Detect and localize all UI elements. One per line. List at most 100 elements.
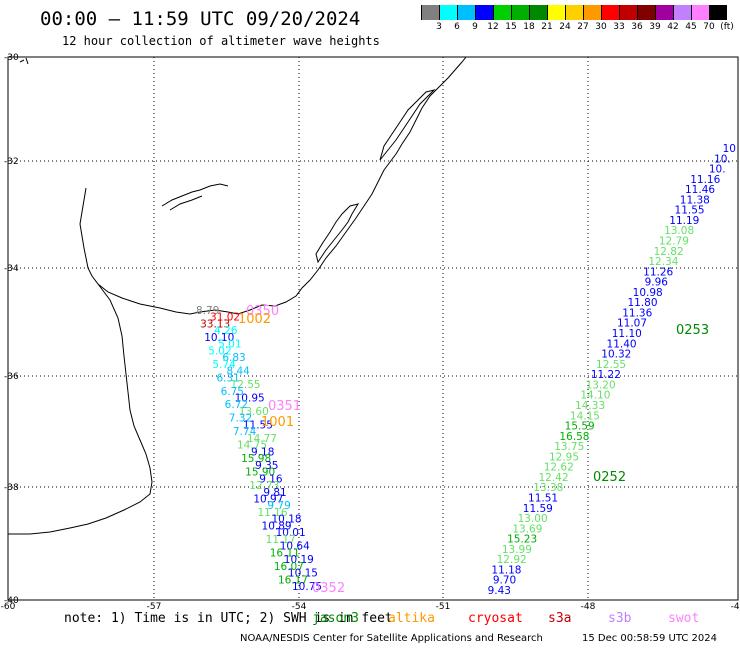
wave-height-value: 14.15 <box>570 410 600 422</box>
satellite-name: s3b <box>608 611 632 626</box>
wave-height-value: 11.80 <box>627 297 657 309</box>
legend-swatch <box>493 5 511 20</box>
wave-height-value: 12.73 <box>249 480 279 492</box>
wave-height-value: 11.59 <box>523 503 553 515</box>
legend-label: (ft) <box>720 22 734 32</box>
legend-label: 45 <box>685 22 697 32</box>
wave-height-value: 11.36 <box>622 307 652 319</box>
lon-label: -60 <box>1 602 16 610</box>
wave-height-value: 10.19 <box>284 554 314 566</box>
wave-height-value: 6.31 <box>216 372 239 384</box>
wave-height-value: 10.15 <box>288 568 318 580</box>
wave-height-value: 15.23 <box>507 534 537 546</box>
wave-height-value: 10.95 <box>235 393 265 405</box>
wave-height-value: 16.58 <box>559 431 589 443</box>
legend-label: 36 <box>631 22 643 32</box>
wave-height-value: 31.02 <box>210 312 240 324</box>
legend-label: 21 <box>541 22 553 32</box>
wave-height-value: 11.18 <box>491 564 521 576</box>
wave-height-value: 11.16 <box>690 174 720 186</box>
wave-height-value: 12.34 <box>648 256 678 268</box>
satellite-name: cryosat <box>468 611 523 626</box>
lagoon-outline <box>315 203 360 264</box>
wave-height-value: 12.82 <box>654 246 684 258</box>
map-subtitle: 12 hour collection of altimeter wave hei… <box>62 34 380 48</box>
wave-height-value: 15.59 <box>565 421 595 433</box>
wave-height-value: 11.26 <box>643 266 673 278</box>
satellite-name: swot <box>668 611 700 626</box>
legend-label: 6 <box>454 22 460 32</box>
wave-height-value: 11.22 <box>591 369 621 381</box>
argentina-coast <box>8 187 201 535</box>
wave-height-value: 11.16 <box>257 507 287 519</box>
river-delta <box>161 183 229 211</box>
lon-label: -57 <box>147 602 162 610</box>
wave-height-value: 13.60 <box>239 406 269 418</box>
wave-height-value: 13.08 <box>664 225 694 237</box>
wave-height-value: 12.62 <box>544 462 574 474</box>
wave-height-value: 10.10 <box>204 332 234 344</box>
wave-height-value: 12.55 <box>596 359 626 371</box>
lat-label: -34 <box>4 264 19 274</box>
legend-swatch <box>583 5 601 20</box>
pass-label: 1001 <box>261 415 294 430</box>
legend-label: 33 <box>613 22 625 32</box>
wave-height-value: 9.96 <box>645 277 669 289</box>
wave-height-value: 16.07 <box>274 561 304 573</box>
legend-label: 18 <box>523 22 535 32</box>
lat-lon-grid <box>8 57 738 600</box>
wave-height-value: 6.72 <box>225 399 248 411</box>
lat-label: -30 <box>4 53 19 63</box>
wave-height-value: 10.97 <box>253 493 283 505</box>
lat-label: -38 <box>4 483 19 493</box>
wave-height-value: 10.75 <box>292 581 322 593</box>
satellite-name: s3a <box>548 611 572 626</box>
pass-label: 1002 <box>238 312 271 327</box>
east-track-values: 1010.10.11.1611.4611.3811.5511.1913.0812… <box>488 143 736 597</box>
pass-label: 0350 <box>246 304 279 319</box>
wave-height-value: 6.83 <box>222 352 245 364</box>
wave-height-value: 12.79 <box>659 236 689 248</box>
wave-height-value: 13.69 <box>512 523 542 535</box>
wave-height-value: 16.17 <box>278 574 308 586</box>
legend-swatch <box>511 5 529 20</box>
wave-height-value: 9.70 <box>493 575 516 587</box>
legend-label: 15 <box>505 22 517 32</box>
legend-swatch <box>655 5 673 20</box>
wave-height-value: 12.55 <box>231 379 261 391</box>
wave-height-value: 13.00 <box>518 513 548 525</box>
legend-swatch <box>565 5 583 20</box>
legend-swatch <box>637 5 655 20</box>
wave-height-value: 16.11 <box>270 547 300 559</box>
wave-height-value: 10.18 <box>272 514 302 526</box>
wave-height-value: 10 <box>723 143 736 155</box>
wave-height-value: 5.74 <box>212 359 236 371</box>
wave-height-value: 9.81 <box>263 487 286 499</box>
legend-swatch <box>457 5 475 20</box>
wave-height-value: 13.20 <box>586 379 616 391</box>
wave-height-value: 11.55 <box>675 205 705 217</box>
wave-height-value: 10.98 <box>633 287 663 299</box>
legend-label: 12 <box>487 22 499 32</box>
wave-height-value: 11.10 <box>612 328 642 340</box>
wave-height-value: 11.51 <box>528 492 558 504</box>
lon-label: -45 <box>731 602 740 610</box>
legend-label: 70 <box>703 22 715 32</box>
legend-swatch <box>691 5 709 20</box>
wave-height-value: 10.89 <box>262 520 292 532</box>
legend-label: 3 <box>436 22 442 32</box>
wave-height-value: 11.40 <box>607 338 637 350</box>
wave-height-value: 5.01 <box>218 339 241 351</box>
wave-height-value: 12.42 <box>538 472 568 484</box>
legend-label: 27 <box>577 22 589 32</box>
legend-swatch <box>529 5 547 20</box>
wave-height-value: 14.10 <box>580 390 610 402</box>
north-coast-segment <box>19 57 29 65</box>
generation-timestamp: 15 Dec 00:58:59 UTC 2024 <box>582 633 717 644</box>
wave-height-value: 9.43 <box>488 585 511 597</box>
legend-swatch <box>601 5 619 20</box>
wave-height-value: 8.44 <box>226 366 250 378</box>
axis-labels: -30 -32 -34 -36 -38 -40-60 -57 -54 -51 -48 -45 <box>1 53 740 610</box>
wave-height-value: 11.17 <box>266 534 296 546</box>
wave-height-value: 11.55 <box>243 419 273 431</box>
